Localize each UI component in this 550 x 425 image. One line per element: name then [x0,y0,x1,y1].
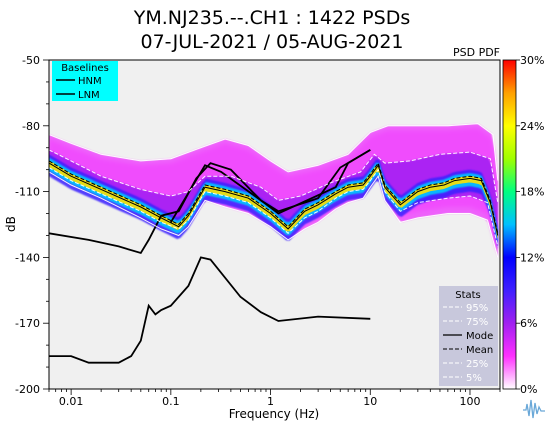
chart-title-line2: 07-JUL-2021 / 05-AUG-2021 [141,31,404,53]
plot-frame [48,59,501,390]
x-tick-label: 100 [459,395,480,408]
chart-title-line1: YM.NJ235.--.CH1 : 1422 PSDs [133,7,410,29]
p5-legend-label: 5% [466,373,482,384]
psd-density-layer [49,123,498,258]
x-axis: 0.01 0.1 1 10 100 [48,389,501,408]
p25-legend-label: 25% [466,359,488,370]
series-line-lnm [49,256,371,364]
stats-legend-box [439,286,498,386]
colorbar-tick-label: 6% [520,317,537,330]
p75-legend-label: 75% [466,317,488,328]
logo-icon [521,396,547,420]
x-tick-label: 1 [267,395,274,408]
y-tick-label: -170 [15,317,40,330]
y-tick-label: -50 [22,54,40,67]
x-tick-label: 10 [363,395,377,408]
colorbar [502,59,517,390]
y-tick-label: -140 [15,251,40,264]
series-line-noise-model [49,149,371,255]
colorbar-ticks: 0% 6% 12% 18% 24% 30% [516,54,544,396]
colorbar-tick-label: 0% [520,383,537,396]
hnm-legend-label: HNM [78,76,102,87]
series-line-mean [49,160,499,234]
mean-legend-label: Mean [466,345,493,356]
y-tick-label: -110 [15,186,40,199]
series-line-25pct [49,167,499,247]
baselines-legend: Baselines HNM LNM [52,61,118,101]
series-line-5pct [49,171,499,258]
density-max-band [49,160,498,240]
y-tick-label: -200 [15,383,40,396]
colorbar-tick-label: 12% [520,251,544,264]
y-axis: -50 -80 -110 -140 -170 -200 [15,54,49,396]
lnm-legend-label: LNM [78,90,100,101]
series-line-mode [49,162,499,236]
baselines-legend-title: Baselines [61,63,109,74]
y-tick-label: -80 [22,120,40,133]
colorbar-title: PSD PDF [453,46,500,59]
y-axis-label: dB [4,216,18,232]
colorbar-tick-label: 24% [520,120,544,133]
x-axis-label: Frequency (Hz) [229,407,320,421]
series-line-95pct [49,123,499,181]
colorbar-tick-label: 18% [520,186,544,199]
mode-legend-label: Mode [466,331,493,342]
x-tick-label: 0.1 [162,395,180,408]
series-line-75pct [49,149,499,203]
stats-legend-title: Stats [455,290,481,301]
p95-legend-label: 95% [466,303,488,314]
stats-legend: Stats 95% 75% Mode Mean 25% 5% [439,286,498,386]
x-tick-label: 0.01 [59,395,84,408]
series-lines-layer [49,123,499,364]
colorbar-tick-label: 30% [520,54,544,67]
